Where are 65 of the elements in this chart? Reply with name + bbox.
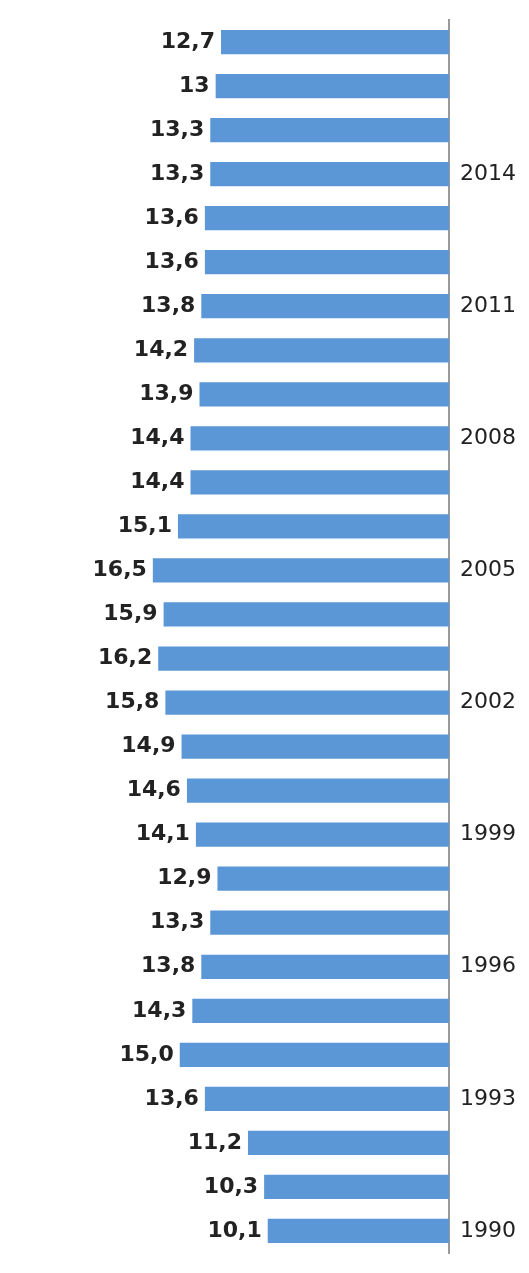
data-label: 16,2: [97, 644, 153, 670]
data-label: 14,2: [133, 335, 189, 361]
data-label: 13,3: [149, 159, 205, 185]
bar: [165, 690, 450, 715]
data-label: 14,3: [132, 996, 187, 1022]
data-label: 13,8: [141, 952, 196, 978]
bar: [186, 778, 450, 803]
data-label: 14,4: [130, 468, 185, 494]
y-tick-label: 1993: [460, 1084, 517, 1110]
bar: [179, 1042, 450, 1067]
y-tick-label: 1990: [460, 1216, 517, 1242]
data-label: 13,8: [141, 291, 196, 317]
data-label: 15,8: [105, 688, 160, 714]
data-label: 13,6: [144, 247, 199, 273]
y-tick-label: 1999: [460, 820, 517, 846]
data-label: 13,6: [144, 203, 199, 229]
data-label: 13,3: [149, 908, 205, 934]
y-tick-label: 2002: [460, 688, 517, 714]
bar: [217, 866, 450, 891]
data-label: 15,9: [103, 600, 158, 626]
data-label: 12,9: [157, 864, 212, 890]
data-label: 14,6: [126, 776, 181, 802]
bar: [204, 1086, 450, 1111]
data-label: 11,2: [187, 1128, 242, 1154]
bar: [194, 338, 450, 363]
bar: [264, 1174, 450, 1200]
y-tick-label: 2005: [460, 556, 517, 582]
data-label: 10,3: [203, 1172, 259, 1198]
y-tick-label: 2014: [460, 159, 517, 185]
bar: [201, 294, 450, 319]
data-label: 13,6: [144, 1084, 199, 1110]
bar: [152, 558, 450, 583]
data-label: 14,9: [121, 732, 176, 758]
y-tick-label: 2011: [460, 291, 517, 317]
data-label: 13,9: [139, 380, 194, 406]
data-label: 15,0: [119, 1040, 174, 1066]
bar: [221, 29, 450, 55]
bar: [215, 73, 450, 99]
bar: [210, 910, 450, 935]
y-tick-label: 1996: [460, 952, 517, 978]
bar: [190, 470, 450, 495]
bar: [177, 514, 450, 539]
bar: [267, 1218, 450, 1244]
data-label: 10,1: [207, 1216, 262, 1242]
bar: [201, 954, 450, 979]
y-tick-label: 2008: [460, 424, 517, 450]
bar: [181, 734, 450, 759]
bar: [210, 117, 450, 143]
data-label: 13,3: [149, 115, 205, 141]
bar: [199, 382, 450, 407]
bar: [195, 822, 450, 847]
data-label: 12,7: [160, 27, 216, 53]
data-label: 14,4: [130, 424, 185, 450]
bar: [190, 426, 450, 451]
bar: [204, 250, 450, 275]
data-label: 14,1: [135, 820, 190, 846]
data-label: 16,5: [92, 556, 147, 582]
data-label: 15,1: [117, 512, 172, 538]
bar: [158, 646, 450, 671]
bar: [210, 162, 450, 187]
bar: [192, 998, 450, 1023]
data-label: 13: [179, 71, 210, 97]
bar: [247, 1130, 450, 1156]
bar: [163, 602, 450, 627]
bar: [204, 206, 450, 231]
